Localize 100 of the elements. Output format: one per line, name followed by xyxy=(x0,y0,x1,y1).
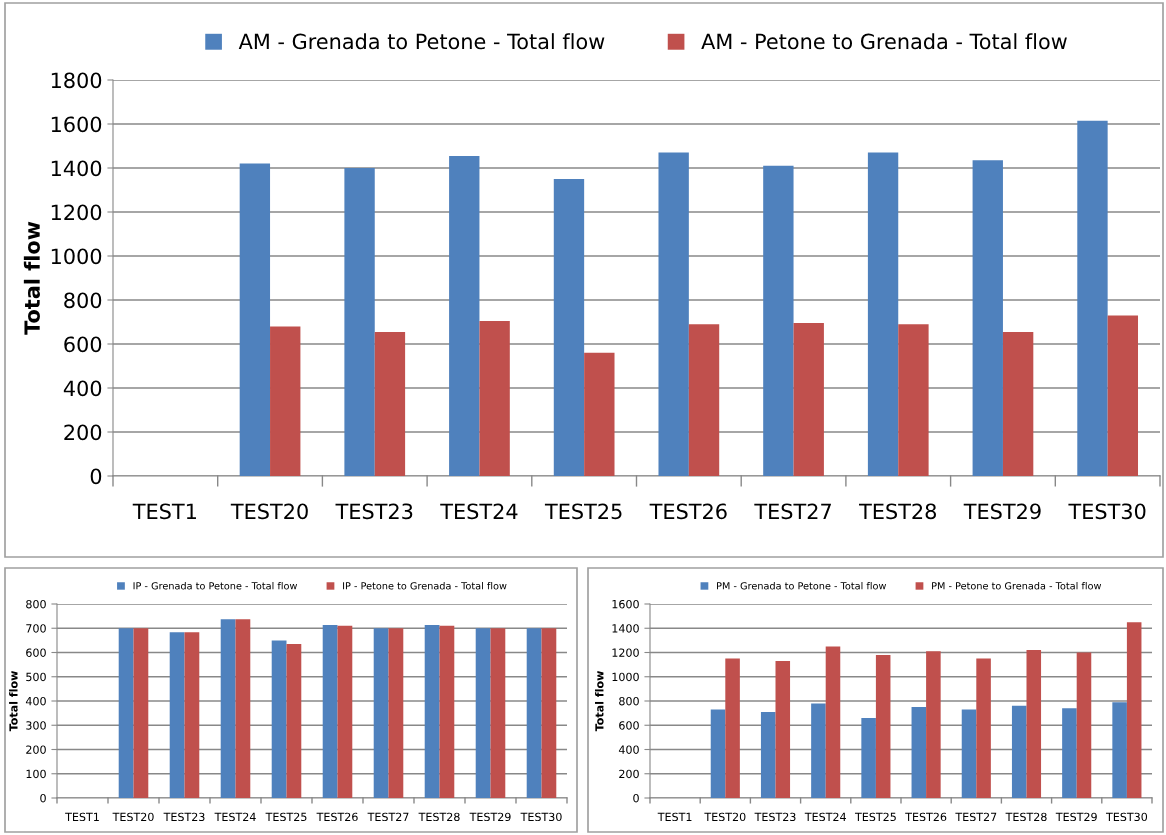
bar xyxy=(553,179,585,476)
y-tick-label: 1800 xyxy=(51,72,102,89)
y-tick-label: 0 xyxy=(40,793,46,803)
bar xyxy=(825,646,841,798)
bar xyxy=(1107,315,1139,476)
y-tick-label: 1200 xyxy=(51,204,102,221)
bar xyxy=(861,717,876,798)
y-tick-label: 600 xyxy=(26,648,46,657)
x-tick-label: TEST24 xyxy=(214,812,256,822)
y-tick-label: 200 xyxy=(619,769,639,779)
bar xyxy=(1026,650,1042,798)
bar xyxy=(526,628,542,798)
x-tick-label: TEST1 xyxy=(132,503,196,520)
x-tick-label: TEST25 xyxy=(854,812,896,822)
bar xyxy=(475,628,491,798)
x-tick-label: TEST30 xyxy=(1105,812,1148,822)
x-tick-label: TEST23 xyxy=(754,812,796,822)
bar xyxy=(898,324,929,476)
y-axis-title: Total flow xyxy=(9,671,18,732)
x-tick-label: TEST27 xyxy=(367,812,409,822)
bar xyxy=(271,640,287,798)
x-tick-label: TEST20 xyxy=(230,503,308,520)
bar xyxy=(811,703,826,798)
bar xyxy=(710,709,726,798)
x-tick-label: TEST29 xyxy=(469,812,511,822)
bar xyxy=(118,628,134,798)
x-tick-label: TEST29 xyxy=(1055,812,1097,822)
bar xyxy=(373,628,389,798)
bar xyxy=(976,658,991,798)
bar xyxy=(322,625,338,798)
bar xyxy=(584,352,615,476)
y-tick-label: 800 xyxy=(26,599,46,609)
x-tick-label: TEST23 xyxy=(335,503,413,520)
bar xyxy=(424,625,440,798)
y-tick-label: 0 xyxy=(90,468,102,485)
x-tick-label: TEST28 xyxy=(1005,812,1047,822)
bar xyxy=(439,625,455,798)
x-tick-label: TEST20 xyxy=(112,812,154,822)
y-tick-label: 700 xyxy=(26,624,46,633)
x-tick-label: TEST27 xyxy=(955,812,997,822)
y-tick-label: 800 xyxy=(64,292,102,309)
bar xyxy=(286,644,302,798)
bar xyxy=(775,660,791,798)
bar xyxy=(184,632,200,798)
bar xyxy=(961,709,977,798)
x-tick-label: TEST27 xyxy=(754,503,831,520)
legend-label: AM - Petone to Grenada - Total flow xyxy=(701,33,1067,50)
bar xyxy=(388,628,404,798)
bar xyxy=(926,651,941,798)
x-tick-label: TEST26 xyxy=(649,503,727,520)
bar xyxy=(270,326,301,476)
bar xyxy=(1112,702,1127,798)
bar xyxy=(1011,705,1027,798)
y-tick-label: 100 xyxy=(26,769,46,779)
bar xyxy=(725,658,740,798)
bar xyxy=(239,163,271,476)
y-tick-label: 1600 xyxy=(51,116,102,133)
y-tick-label: 1000 xyxy=(51,248,102,265)
legend-label: IP - Petone to Grenada - Total flow xyxy=(343,581,507,590)
legend-label: PM - Petone to Grenada - Total flow xyxy=(932,581,1102,590)
legend-label: IP - Grenada to Petone - Total flow xyxy=(133,581,298,590)
bar xyxy=(344,168,375,476)
bar xyxy=(688,324,720,476)
bar xyxy=(658,152,689,476)
y-tick-label: 600 xyxy=(619,721,639,730)
y-axis-title: Total flow xyxy=(23,221,40,335)
x-tick-label: TEST30 xyxy=(520,812,562,822)
x-tick-label: TEST28 xyxy=(859,503,936,520)
bar xyxy=(763,165,794,476)
y-tick-label: 500 xyxy=(26,672,46,682)
y-tick-label: 1400 xyxy=(612,624,639,633)
bar xyxy=(867,152,899,476)
bar xyxy=(541,628,557,798)
bar xyxy=(1002,331,1034,476)
y-tick-label: 600 xyxy=(64,336,102,353)
bar xyxy=(479,320,510,476)
y-tick-label: 800 xyxy=(619,696,639,706)
legend-label: PM - Grenada to Petone - Total flow xyxy=(717,581,887,590)
y-tick-label: 1000 xyxy=(612,672,639,682)
bar xyxy=(760,711,776,798)
y-tick-label: 400 xyxy=(63,380,102,397)
y-tick-label: 1600 xyxy=(612,599,639,609)
y-tick-label: 0 xyxy=(633,793,639,803)
bar xyxy=(911,707,927,798)
bar xyxy=(449,155,480,476)
y-tick-label: 200 xyxy=(26,745,46,754)
bar xyxy=(220,619,236,798)
y-tick-label: 400 xyxy=(25,696,46,706)
bar xyxy=(490,628,506,798)
x-tick-label: TEST26 xyxy=(905,812,947,822)
y-axis-title: Total flow xyxy=(595,671,604,732)
x-tick-label: TEST25 xyxy=(265,812,307,822)
y-tick-label: 400 xyxy=(618,745,639,754)
y-tick-label: 300 xyxy=(26,721,46,730)
x-tick-label: TEST24 xyxy=(440,503,518,520)
y-tick-label: 200 xyxy=(64,424,102,441)
x-tick-label: TEST30 xyxy=(1068,503,1146,520)
bar xyxy=(793,323,824,476)
bar xyxy=(374,331,406,476)
bar xyxy=(235,619,251,798)
